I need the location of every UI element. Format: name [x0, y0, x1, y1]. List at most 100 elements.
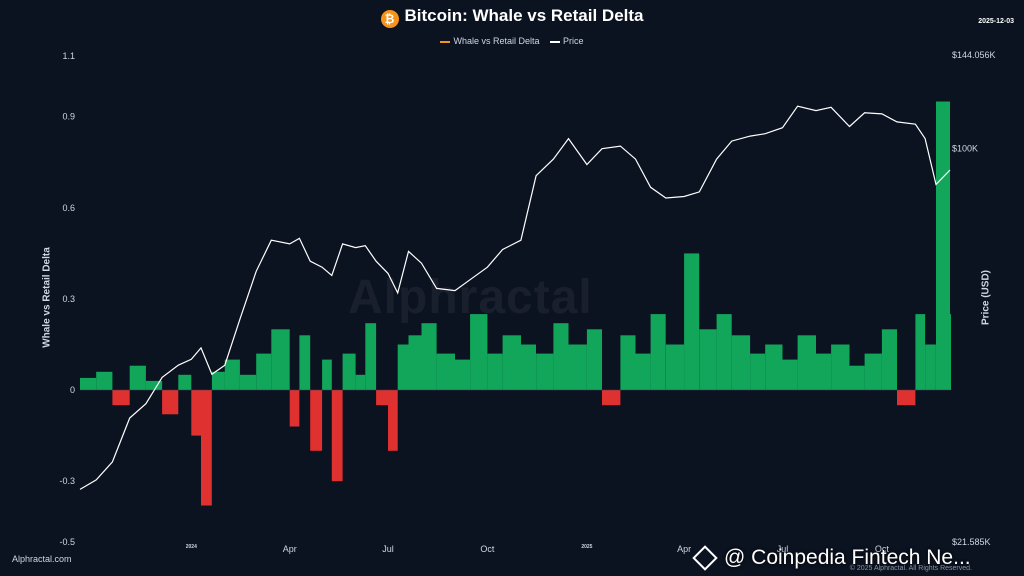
delta-bar [162, 390, 179, 415]
delta-bar [925, 344, 936, 390]
delta-bar [750, 353, 766, 390]
delta-bar [716, 314, 732, 390]
left-tick-label: 1.1 [62, 51, 75, 61]
delta-bar [191, 390, 201, 436]
delta-bar [299, 335, 311, 390]
x-tick-label: Jul [382, 544, 394, 554]
delta-bar [620, 335, 636, 390]
legend-label-price: Price [563, 36, 584, 46]
x-axis-ticks: 2024 Apr Jul Oct 2025 Apr Jul Oct [186, 544, 890, 554]
left-tick-label: 0.6 [62, 203, 75, 213]
delta-bar [80, 377, 97, 390]
delta-bar [365, 323, 377, 390]
delta-bar [897, 390, 916, 406]
delta-bar [586, 329, 602, 390]
delta-bar [487, 353, 503, 390]
left-tick-label: 0.9 [62, 112, 75, 122]
delta-bar [408, 335, 422, 390]
delta-bar [455, 359, 471, 390]
delta-bar [436, 353, 455, 390]
delta-bar [936, 101, 950, 390]
delta-bar [470, 314, 488, 390]
delta-bar [568, 344, 587, 390]
delta-bar [376, 390, 388, 406]
delta-bar [96, 371, 113, 390]
left-axis-ticks: 1.1 0.9 0.6 0.3 0 -0.3 -0.5 [59, 51, 75, 547]
delta-bar [178, 374, 192, 390]
left-tick-label: 0.3 [62, 294, 75, 304]
left-tick-label: -0.5 [59, 537, 75, 547]
delta-bar [849, 365, 865, 390]
delta-bar [602, 390, 621, 406]
delta-bar [782, 359, 798, 390]
delta-bar [699, 329, 717, 390]
x-tick-label: 2024 [186, 544, 197, 550]
legend-swatch-delta [440, 40, 451, 43]
chart-title-text: Bitcoin: Whale vs Retail Delta [404, 6, 644, 25]
copyright-text: © 2025 Alphractal. All Rights Reserved. [849, 565, 972, 572]
date-stamp: 2025-12-03 [978, 18, 1014, 25]
delta-bar [397, 344, 409, 390]
delta-bar [950, 314, 951, 390]
delta-area-layer [80, 101, 951, 506]
delta-bar [536, 353, 554, 390]
delta-bar [831, 344, 850, 390]
chart-title: ₿ Bitcoin: Whale vs Retail Delta [0, 6, 1024, 28]
delta-bar [342, 353, 356, 390]
source-label: Alphractal.com [12, 554, 72, 564]
price-line-layer [79, 105, 951, 490]
delta-bar [765, 344, 783, 390]
delta-bar [684, 253, 700, 390]
delta-bar [816, 353, 832, 390]
delta-bar [129, 365, 146, 390]
delta-bar [331, 390, 343, 482]
delta-bar [864, 353, 882, 390]
right-tick-label: $144.056K [952, 50, 996, 60]
watermark-text: @ Coinpedia Fintech Ne... [724, 546, 971, 569]
delta-bar [731, 335, 751, 390]
left-tick-label: 0 [70, 385, 75, 395]
right-axis-title: Price (USD) [980, 270, 992, 326]
legend-label-delta: Whale vs Retail Delta [453, 36, 540, 46]
delta-bar [635, 353, 651, 390]
x-tick-label: Apr [677, 544, 691, 554]
x-tick-label: Oct [875, 544, 890, 554]
coinpedia-watermark: @ Coinpedia Fintech Ne... [692, 545, 971, 572]
delta-bar [421, 323, 437, 390]
bitcoin-icon: ₿ [380, 10, 399, 28]
delta-bar [665, 344, 685, 390]
delta-bar [271, 329, 290, 390]
price-line [79, 105, 951, 490]
right-tick-label: $21.585K [952, 537, 991, 547]
delta-bar [201, 390, 212, 506]
right-axis-ticks: $144.056K $100K $21.585K [952, 50, 996, 547]
legend-swatch-price [550, 40, 561, 43]
legend-item-delta[interactable]: Whale vs Retail Delta [440, 36, 540, 46]
x-tick-label: 2025 [581, 544, 592, 550]
delta-bar [112, 390, 130, 406]
delta-bar [289, 390, 300, 427]
delta-bar [553, 323, 569, 390]
right-tick-label: $100K [952, 144, 978, 154]
left-tick-label: -0.3 [59, 476, 75, 486]
left-axis-title: Whale vs Retail Delta [41, 247, 53, 348]
legend-item-price[interactable]: Price [550, 36, 584, 46]
delta-bar [388, 390, 398, 451]
delta-bar [502, 335, 521, 390]
delta-bar [322, 359, 332, 390]
legend: Whale vs Retail Delta Price [0, 36, 1024, 46]
delta-bar [915, 314, 926, 390]
delta-bar [240, 374, 257, 390]
delta-bar [650, 314, 666, 390]
diamond-icon [692, 545, 718, 572]
delta-bar [145, 380, 163, 390]
delta-bar [520, 344, 536, 390]
delta-bar [355, 374, 366, 390]
delta-bar [211, 371, 225, 390]
x-tick-label: Oct [480, 544, 495, 554]
delta-bar [310, 390, 323, 451]
x-tick-label: Jul [777, 544, 789, 554]
delta-bar [881, 329, 897, 390]
x-tick-label: Apr [283, 544, 297, 554]
